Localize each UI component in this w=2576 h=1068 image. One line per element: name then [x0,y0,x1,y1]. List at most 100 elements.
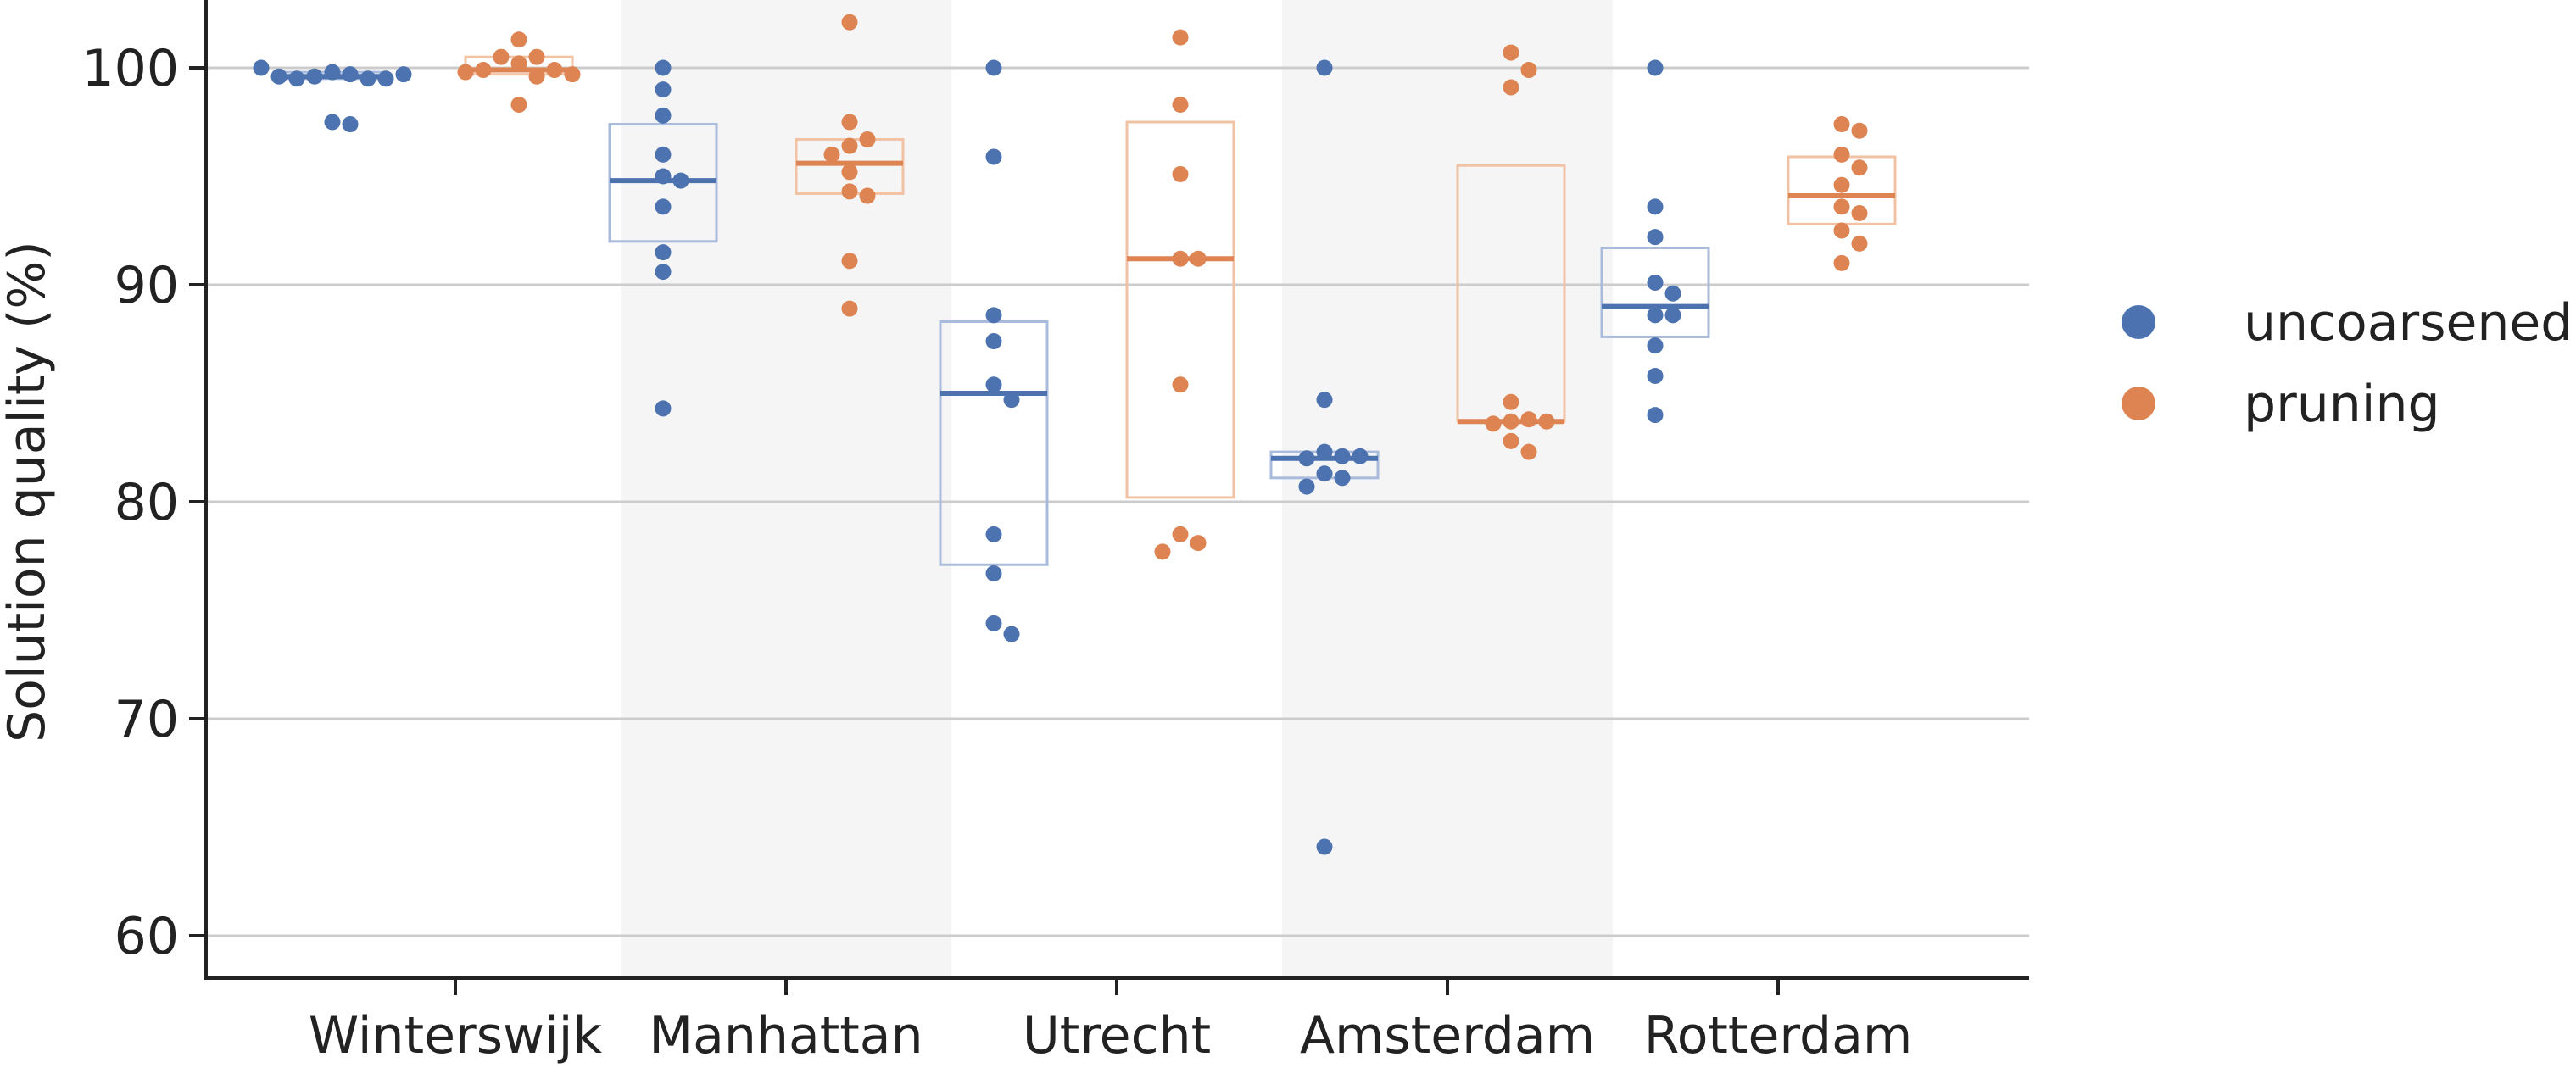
point-pruning-rotterdam [1833,146,1850,163]
point-pruning-manhattan [841,183,858,200]
category-shading-bands [621,0,1613,978]
point-uncoarsened-amsterdam [1334,448,1351,464]
x-tick-label-manhattan: Manhattan [649,1006,923,1065]
point-pruning-rotterdam [1833,254,1850,271]
point-uncoarsened-amsterdam [1352,448,1369,464]
point-pruning-manhattan [841,300,858,317]
point-uncoarsened-manhattan [655,107,672,124]
point-pruning-amsterdam [1503,44,1519,61]
point-uncoarsened-amsterdam [1316,59,1333,76]
point-pruning-utrecht [1172,526,1189,542]
point-pruning-utrecht [1172,165,1189,182]
x-tick-label-utrecht: Utrecht [1023,1006,1211,1065]
point-pruning-winterswijk [510,31,527,48]
point-uncoarsened-winterswijk [324,114,341,131]
point-uncoarsened-winterswijk [342,116,359,133]
point-pruning-amsterdam [1503,393,1519,410]
point-pruning-rotterdam [1833,222,1850,239]
point-pruning-utrecht [1154,543,1171,560]
point-pruning-utrecht [1172,97,1189,114]
point-uncoarsened-winterswijk [288,70,305,87]
point-uncoarsened-rotterdam [1647,368,1664,385]
horizontal-gridlines [206,66,2029,937]
point-uncoarsened-rotterdam [1647,274,1664,291]
point-uncoarsened-utrecht [985,565,1002,581]
point-uncoarsened-manhattan [655,244,672,261]
point-uncoarsened-winterswijk [377,70,394,87]
point-uncoarsened-rotterdam [1647,59,1664,76]
point-pruning-utrecht [1172,376,1189,393]
point-uncoarsened-utrecht [985,307,1002,324]
point-uncoarsened-amsterdam [1334,470,1351,487]
point-pruning-rotterdam [1851,122,1868,139]
point-pruning-winterswijk [528,68,545,85]
legend-marker-pruning [2122,387,2155,420]
y-tick-label-100: 100 [81,39,179,98]
point-uncoarsened-utrecht [1003,626,1020,642]
box-pruning-utrecht [1125,120,1235,499]
point-pruning-manhattan [841,137,858,154]
point-uncoarsened-manhattan [655,146,672,163]
point-pruning-rotterdam [1833,176,1850,193]
point-uncoarsened-manhattan [655,400,672,417]
y-axis-title: Solution quality (%) [0,241,57,743]
point-uncoarsened-utrecht [985,615,1002,631]
point-pruning-rotterdam [1833,198,1850,215]
point-uncoarsened-amsterdam [1316,392,1333,409]
box-uncoarsened-rotterdam [1600,246,1710,338]
x-tick-label-winterswijk: Winterswijk [309,1006,602,1065]
point-uncoarsened-utrecht [1003,392,1020,409]
x-ticks: Winterswijk Manhattan Utrecht Amsterdam Rott… [309,978,1912,1065]
point-uncoarsened-winterswijk [270,68,287,85]
point-pruning-utrecht [1172,250,1189,267]
axes [204,0,2029,980]
point-pruning-amsterdam [1520,443,1537,460]
legend-label-pruning: pruning [2244,375,2440,434]
point-pruning-winterswijk [475,62,492,79]
point-pruning-utrecht [1190,535,1207,552]
point-pruning-rotterdam [1851,205,1868,222]
point-uncoarsened-rotterdam [1647,407,1664,424]
point-pruning-amsterdam [1503,432,1519,449]
point-pruning-manhattan [841,114,858,131]
y-ticks: 60 70 80 90 100 [81,39,206,966]
point-uncoarsened-winterswijk [360,70,376,87]
point-uncoarsened-utrecht [985,59,1002,76]
point-uncoarsened-winterswijk [324,64,341,81]
point-uncoarsened-manhattan [655,198,672,215]
point-pruning-winterswijk [510,55,527,72]
point-uncoarsened-winterswijk [253,59,270,76]
point-pruning-manhattan [841,14,858,31]
point-uncoarsened-manhattan [655,81,672,98]
y-tick-label-90: 90 [114,256,179,315]
point-pruning-manhattan [859,131,876,147]
point-uncoarsened-amsterdam [1316,443,1333,460]
point-uncoarsened-rotterdam [1664,307,1681,324]
point-uncoarsened-amsterdam [1298,478,1315,495]
x-tick-label-rotterdam: Rotterdam [1644,1006,1913,1065]
point-pruning-winterswijk [528,48,545,65]
point-pruning-rotterdam [1851,235,1868,252]
point-pruning-amsterdam [1503,413,1519,430]
point-pruning-winterswijk [457,64,474,81]
point-pruning-rotterdam [1851,159,1868,176]
shade-band-amsterdam [1282,0,1613,978]
point-uncoarsened-manhattan [672,172,689,189]
point-uncoarsened-rotterdam [1647,229,1664,246]
point-uncoarsened-utrecht [985,333,1002,350]
x-tick-label-amsterdam: Amsterdam [1300,1006,1595,1065]
point-uncoarsened-winterswijk [306,68,323,85]
point-uncoarsened-utrecht [985,376,1002,393]
y-tick-label-80: 80 [114,473,179,532]
point-pruning-winterswijk [493,48,510,65]
y-tick-label-70: 70 [114,690,179,749]
data-points [253,14,1868,855]
legend-marker-uncoarsened [2122,305,2155,339]
point-uncoarsened-utrecht [985,526,1002,542]
legend-label-uncoarsened: uncoarsened [2244,293,2573,353]
point-pruning-manhattan [841,164,858,181]
point-uncoarsened-amsterdam [1316,838,1333,855]
point-uncoarsened-amsterdam [1298,450,1315,467]
point-uncoarsened-utrecht [985,148,1002,165]
